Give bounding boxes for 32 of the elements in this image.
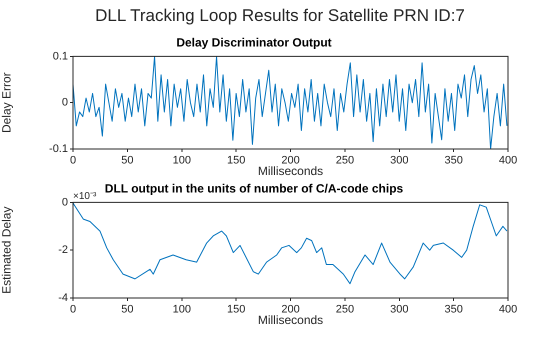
x-tick-label: 350 xyxy=(444,304,463,316)
y-axis-title: Estimated Delay xyxy=(0,206,14,294)
x-tick-label: 0 xyxy=(70,304,76,316)
x-tick-label: 200 xyxy=(281,304,300,316)
x-tick-label: 100 xyxy=(172,304,191,316)
y-tick-label: 0 xyxy=(62,96,68,109)
y-axis-title: Delay Error xyxy=(0,72,14,134)
x-tick-label: 50 xyxy=(121,304,134,316)
x-tick-label: 0 xyxy=(70,154,76,167)
x-axis-title: Milliseconds xyxy=(258,313,324,328)
y-tick-label: -0.1 xyxy=(49,143,68,156)
x-tick-label: 100 xyxy=(172,154,191,167)
text: ×10⁻³ xyxy=(73,191,97,202)
x-tick-label: 300 xyxy=(390,154,408,167)
x-axis-title: Milliseconds xyxy=(258,164,324,178)
chart-subtitle: Delay Discriminator Output xyxy=(176,36,332,50)
x-tick-label: 150 xyxy=(226,154,246,167)
x-tick-label: 400 xyxy=(498,154,518,167)
y-tick-label: -4 xyxy=(58,292,68,304)
x-tick-label: 250 xyxy=(336,154,354,167)
x-tick-label: 350 xyxy=(444,154,463,167)
x-tick-label: 400 xyxy=(498,304,518,316)
x-tick-label: 150 xyxy=(226,304,246,316)
chart-title: DLL Tracking Loop Results for Satellite PRN ID:7 xyxy=(94,6,466,26)
x-tick-label: 250 xyxy=(336,304,354,316)
y-tick-label: 0.1 xyxy=(52,50,68,62)
x-tick-label: 300 xyxy=(390,304,408,316)
y-tick-label: 0 xyxy=(62,196,68,208)
chart-title: DLL output in the units of number of C/A-code chips xyxy=(104,182,404,196)
x-tick-label: 50 xyxy=(121,154,134,167)
y-tick-label: -2 xyxy=(58,244,68,256)
x-tick-label: 200 xyxy=(281,154,300,167)
